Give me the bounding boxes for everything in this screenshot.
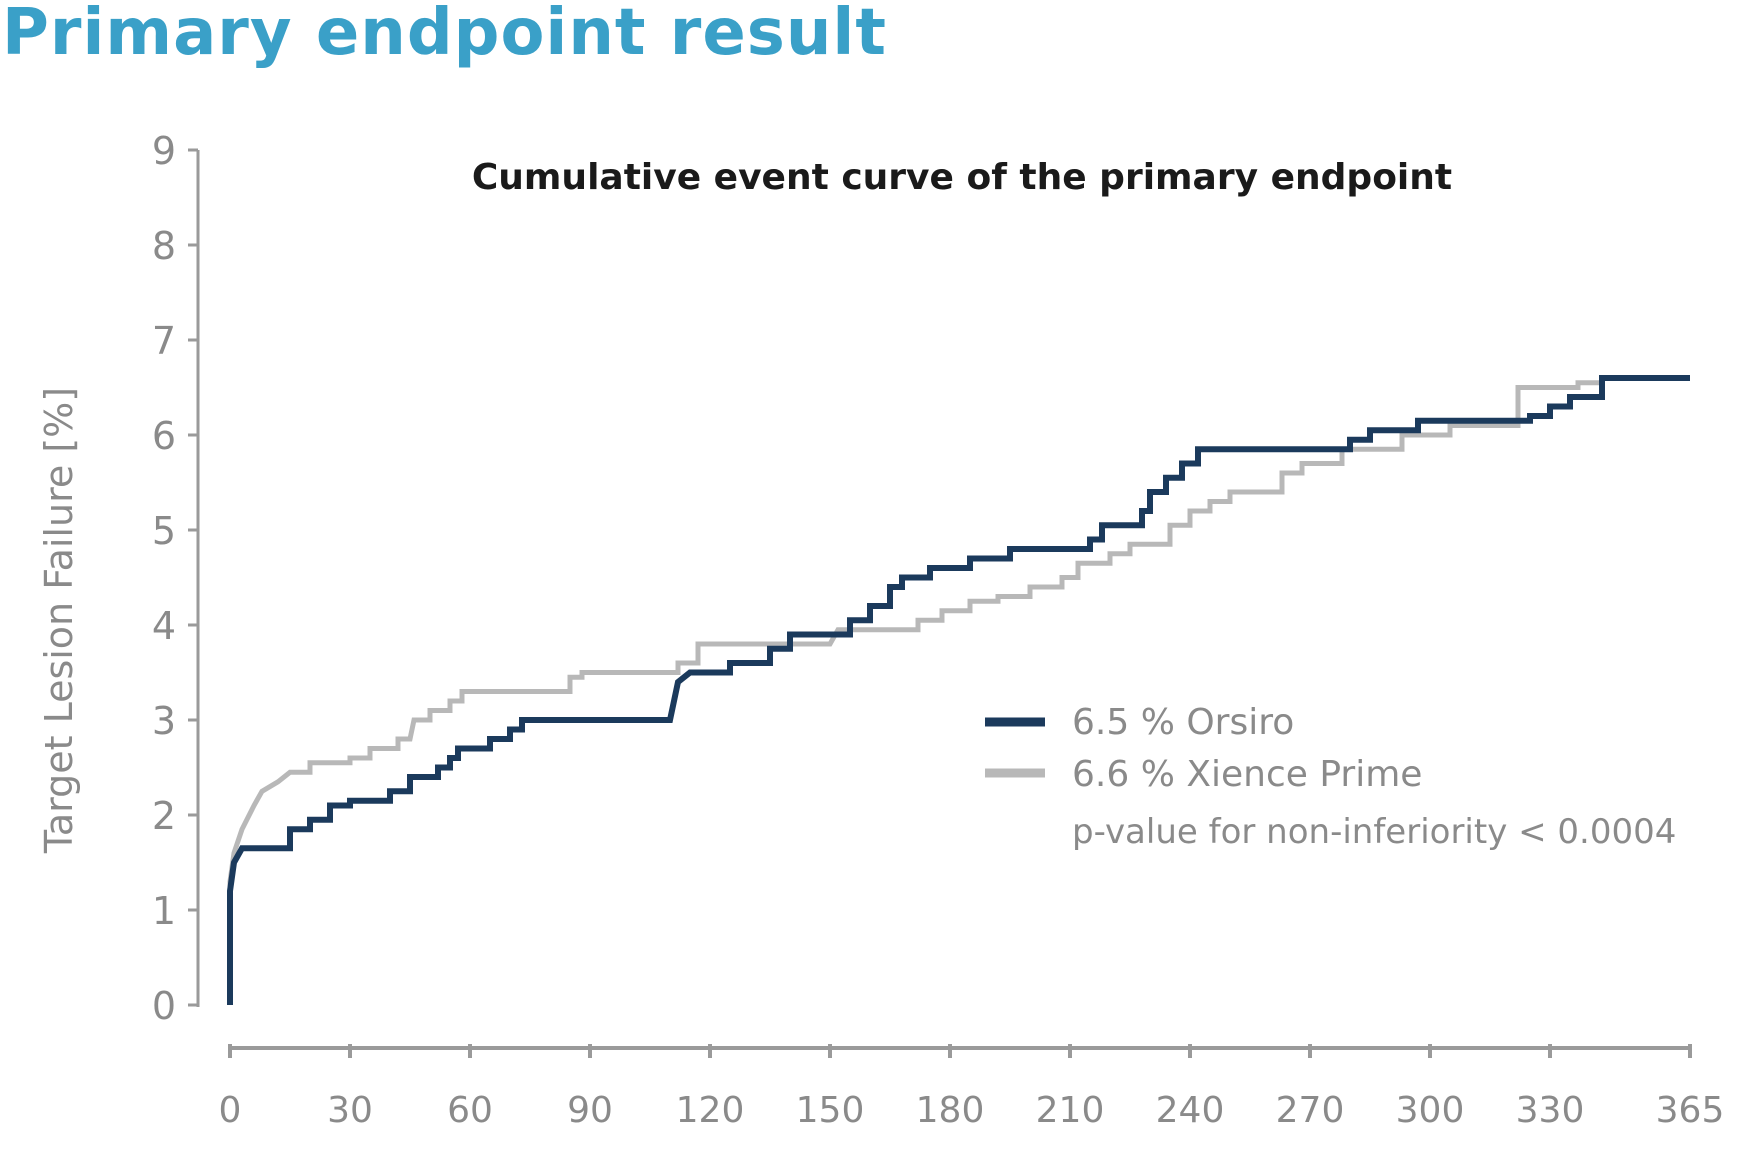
y-tick-label: 1 [152,889,176,933]
x-axis: 0 30 60 90 120 150 180 210 240 270 300 330 365 [219,1044,1725,1131]
x-tick-label: 30 [327,1090,373,1131]
legend-label-orsiro: 6.5 % Orsiro [1072,702,1294,743]
legend: 6.5 % Orsiro 6.6 % Xience Prime p-value … [985,702,1676,852]
series-layer [227,375,1690,1005]
page-heading: Primary endpoint result [2,0,887,70]
x-tick-label: 60 [447,1090,493,1131]
p-value-note: p-value for non-inferiority < 0.0004 [1072,812,1676,852]
y-tick-label: 2 [152,794,176,838]
legend-label-xience: 6.6 % Xience Prime [1072,754,1422,795]
series-line-orsiro [227,375,1690,1005]
y-tick-label: 4 [152,604,176,648]
y-tick-label: 7 [152,319,176,363]
x-tick-label: 120 [676,1090,745,1131]
x-tick-label: 180 [916,1090,985,1131]
y-tick-label: 6 [152,414,176,458]
x-tick-label: 0 [219,1090,242,1131]
y-axis-title: Target Lesion Failure [%] [37,387,81,854]
y-tick-label: 8 [152,224,176,268]
x-tick-label: 150 [796,1090,865,1131]
x-tick-label: 270 [1276,1090,1345,1131]
y-tick-label: 0 [152,984,176,1028]
y-axis: 0 1 2 3 4 5 6 7 8 9 [152,129,200,1028]
x-tick-label: 330 [1516,1090,1585,1131]
y-tick-label: 3 [152,699,176,743]
x-tick-label: 300 [1396,1090,1465,1131]
x-tick-label: 210 [1036,1090,1105,1131]
x-tick-label: 365 [1656,1090,1725,1131]
series-line-xience [227,375,1690,1005]
chart-title: Cumulative event curve of the primary en… [472,157,1452,198]
x-tick-label: 90 [567,1090,613,1131]
y-tick-label: 9 [152,129,176,173]
y-tick-label: 5 [152,509,176,553]
x-tick-label: 240 [1156,1090,1225,1131]
